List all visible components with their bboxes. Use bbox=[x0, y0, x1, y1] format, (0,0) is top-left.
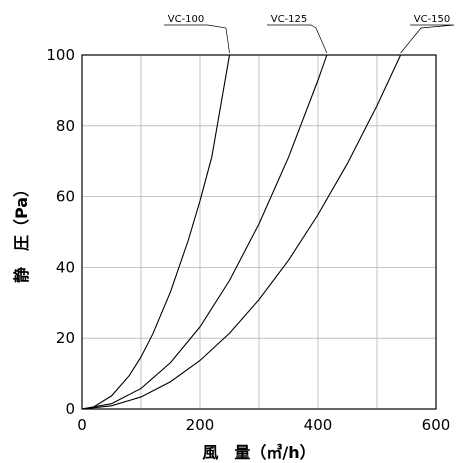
y-tick-labels: 0 20 40 60 80 100 bbox=[46, 46, 75, 418]
series-labels: VC-100 VC-125 VC-150 bbox=[168, 14, 451, 25]
y-tick-label: 40 bbox=[56, 258, 75, 276]
y-tick-label: 0 bbox=[65, 400, 75, 418]
series-curves bbox=[81, 54, 402, 410]
series-curve bbox=[81, 54, 231, 410]
series-leader-line bbox=[267, 24, 328, 54]
series-leader-line bbox=[164, 24, 230, 54]
series-curve bbox=[81, 54, 402, 410]
y-tick-label: 60 bbox=[56, 188, 75, 206]
series-label: VC-100 bbox=[168, 14, 205, 25]
plot-frame bbox=[81, 54, 437, 410]
x-tick-labels: 0 200 400 600 bbox=[77, 416, 450, 434]
x-axis-label: 風 量（㎥/h） bbox=[202, 443, 315, 462]
y-tick-label: 80 bbox=[56, 117, 75, 135]
series-label: VC-125 bbox=[271, 14, 308, 25]
x-tick-label: 400 bbox=[304, 416, 333, 434]
series-label: VC-150 bbox=[414, 14, 451, 25]
y-tick-label: 20 bbox=[56, 329, 75, 347]
x-tick-label: 600 bbox=[422, 416, 451, 434]
series-curve bbox=[81, 54, 328, 410]
x-tick-label: 0 bbox=[77, 416, 87, 434]
x-tick-label: 200 bbox=[186, 416, 215, 434]
y-axis-label: 静 圧（Pa） bbox=[12, 181, 31, 283]
grid-lines bbox=[82, 55, 436, 409]
series-leader-line bbox=[400, 24, 455, 54]
y-tick-label: 100 bbox=[46, 46, 75, 64]
series-label-leaders bbox=[164, 24, 455, 54]
